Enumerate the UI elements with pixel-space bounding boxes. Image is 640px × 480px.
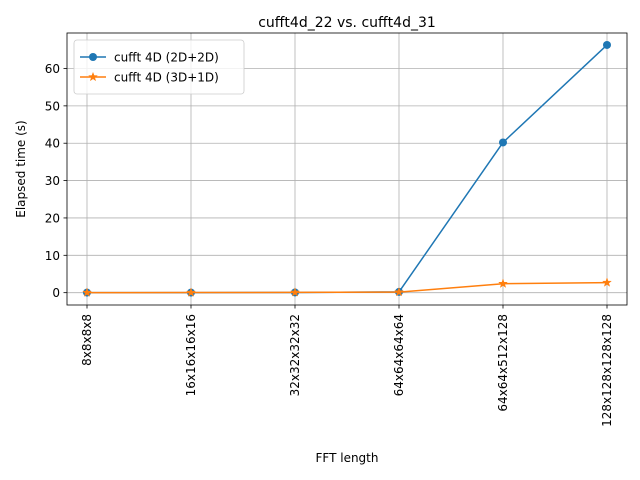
y-axis-label: Elapsed time (s) (14, 120, 28, 218)
x-axis: 8x8x8x8 16x16x16x16 32x32x32x32 64x64x64x64… (80, 305, 614, 427)
y-tick-label: 10 (45, 249, 60, 263)
data-point (289, 287, 301, 297)
y-tick-label: 50 (45, 99, 60, 113)
y-tick-label: 40 (45, 137, 60, 151)
legend-marker (89, 53, 97, 61)
legend-label: cufft 4D (3D+1D) (114, 71, 219, 85)
data-point (185, 287, 197, 297)
y-tick-label: 0 (52, 286, 60, 300)
plot-frame (66, 32, 628, 306)
data-point (603, 40, 611, 49)
gridlines (67, 33, 627, 305)
chart-title: cufft4d_22 vs. cufft4d_31 (258, 15, 436, 31)
legend-marker (87, 71, 99, 82)
x-tick-label: 8x8x8x8 (80, 314, 94, 366)
series-2 (81, 277, 613, 297)
y-tick-label: 30 (45, 174, 60, 188)
y-axis: 0 10 20 30 40 50 60 (45, 62, 67, 300)
x-tick-label: 64x64x512x128 (496, 314, 510, 412)
data-point (393, 286, 405, 297)
x-tick-label: 128x128x128x128 (600, 314, 614, 427)
data-point (497, 278, 509, 288)
legend-label: cufft 4D (2D+2D) (114, 51, 219, 65)
y-tick-label: 60 (45, 62, 60, 76)
series-layer (81, 40, 613, 297)
x-axis-label: FFT length (316, 451, 379, 465)
legend-box (73, 39, 245, 95)
data-point (601, 277, 613, 287)
x-tick-label: 16x16x16x16 (184, 314, 198, 396)
x-tick-label: 64x64x64x64 (392, 314, 406, 396)
x-tick-label: 32x32x32x32 (288, 314, 302, 396)
data-point (81, 287, 93, 297)
data-point (499, 138, 507, 147)
legend: cufft 4D (2D+2D) cufft 4D (3D+1D) (73, 39, 245, 95)
series-line (86, 281, 608, 294)
y-tick-label: 20 (45, 211, 60, 225)
